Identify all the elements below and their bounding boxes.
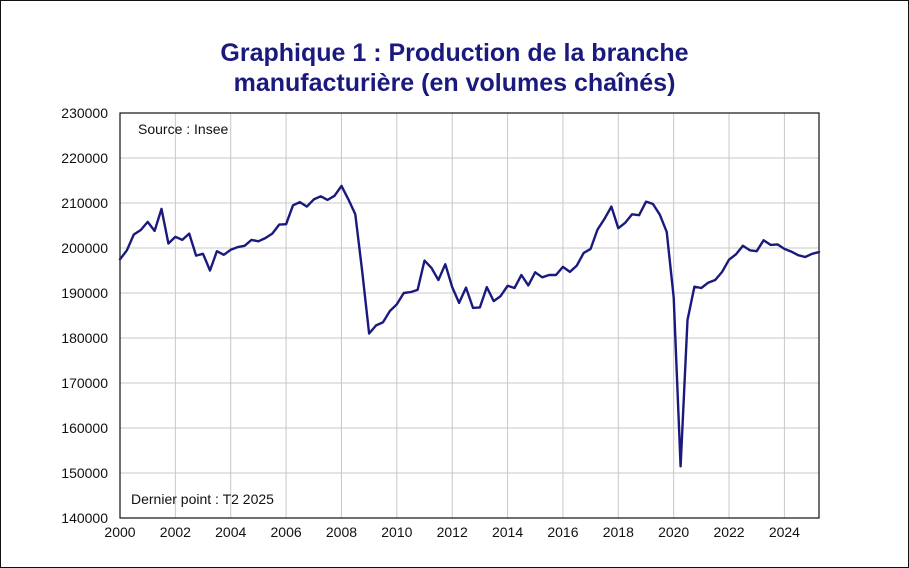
y-tick-label: 180000 [61, 330, 108, 346]
last-point-note: Dernier point : T2 2025 [131, 491, 274, 507]
x-tick-label: 2004 [215, 524, 246, 540]
x-tick-label: 2014 [492, 524, 523, 540]
x-tick-label: 2000 [104, 524, 135, 540]
y-tick-label: 150000 [61, 465, 108, 481]
source-note: Source : Insee [138, 121, 228, 137]
y-tick-label: 210000 [61, 195, 108, 211]
y-tick-label: 160000 [61, 420, 108, 436]
x-tick-label: 2018 [603, 524, 634, 540]
x-tick-label: 2016 [547, 524, 578, 540]
y-tick-label: 170000 [61, 375, 108, 391]
x-axis-tick-labels: 2000 2002 2004 2006 2008 2010 2012 2014 2016 2018… [104, 524, 800, 540]
y-tick-label: 230000 [61, 105, 108, 121]
x-tick-label: 2024 [769, 524, 800, 540]
y-tick-label: 200000 [61, 240, 108, 256]
x-tick-label: 2002 [160, 524, 191, 540]
x-tick-label: 2008 [326, 524, 357, 540]
series-group [118, 184, 821, 468]
x-tick-label: 2010 [381, 524, 412, 540]
x-tick-label: 2006 [271, 524, 302, 540]
x-tick-label: 2012 [437, 524, 468, 540]
series-line-0 [118, 184, 821, 468]
plot-area-border [119, 112, 820, 519]
x-tick-label: 2020 [658, 524, 689, 540]
y-tick-label: 190000 [61, 285, 108, 301]
y-tick-label: 140000 [61, 510, 108, 526]
gridlines [120, 113, 819, 518]
x-tick-label: 2022 [713, 524, 744, 540]
chart-title-line-2: manufacturière (en volumes chaînés) [233, 69, 676, 97]
chart-title-line-1: Graphique 1 : Production de la branche [220, 39, 689, 67]
y-tick-label: 220000 [61, 150, 108, 166]
y-axis-tick-labels: 230000 220000 210000 200000 190000 180000 1700… [61, 105, 108, 526]
